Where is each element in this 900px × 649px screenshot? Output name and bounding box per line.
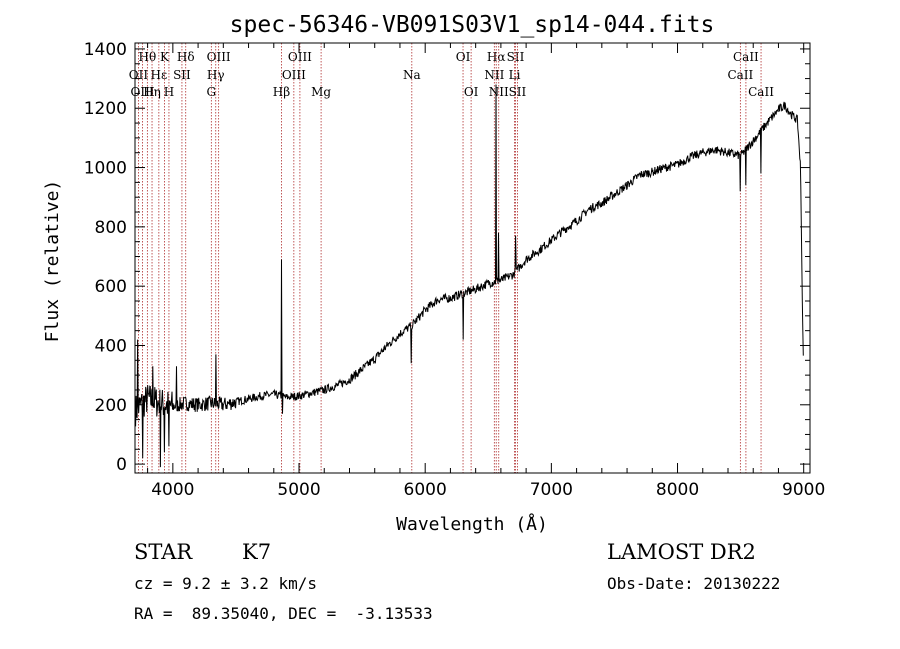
line-marker-label: SII	[173, 68, 191, 82]
y-tick-label: 1000	[84, 159, 127, 179]
line-marker-label: NII	[484, 68, 504, 82]
y-tick-label: 200	[95, 396, 127, 416]
obs-date: Obs-Date: 20130222	[607, 574, 781, 593]
line-marker-label: SII	[507, 50, 525, 64]
y-tick-label: 0	[116, 455, 127, 475]
x-tick-label: 9000	[782, 480, 825, 500]
line-marker-label: Hε	[151, 68, 168, 82]
x-tick-label: 8000	[656, 480, 699, 500]
line-marker-label: Hθ	[139, 50, 157, 64]
object-subclass: K7	[242, 540, 272, 564]
line-marker-label: CaII	[733, 50, 759, 64]
line-marker-label: Hδ	[177, 50, 195, 64]
y-tick-label: 600	[95, 277, 127, 297]
line-marker-label: H	[164, 85, 174, 99]
line-marker-label: Hα	[487, 50, 506, 64]
y-tick-label: 800	[95, 218, 127, 238]
line-marker-label: CaII	[727, 68, 753, 82]
plot-frame	[134, 42, 811, 474]
x-tick-label: 5000	[277, 480, 320, 500]
line-marker-label: CaII	[748, 85, 774, 99]
x-axis-label: Wavelength (Å)	[396, 513, 548, 535]
line-marker-label: G	[207, 85, 217, 99]
line-markers: Hθ OII OIII K Hε Hη SII H Hδ OIII Hγ G OIII OIII Hβ Mg N…	[129, 43, 774, 473]
line-marker-label: OIII	[282, 68, 306, 82]
x-tick-label: 6000	[404, 480, 447, 500]
line-marker-label: NII	[489, 85, 509, 99]
spectrum-line	[135, 84, 804, 468]
chart-title: spec-56346-VB091S03V1_sp14-044.fits	[230, 12, 715, 38]
line-marker-label: Hη	[143, 85, 161, 99]
line-marker-label: OII	[129, 68, 149, 82]
y-axis-label: Flux (relative)	[42, 180, 63, 343]
object-class: STAR	[134, 540, 193, 564]
line-marker-label: SII	[509, 85, 527, 99]
line-marker-label: Mg	[311, 85, 331, 99]
survey-name: LAMOST DR2	[607, 540, 756, 564]
line-marker-label: Li	[509, 68, 521, 82]
line-marker-label: Na	[403, 68, 421, 82]
line-marker-label: OI	[464, 85, 479, 99]
x-tick-label: 7000	[530, 480, 573, 500]
y-tick-label: 1400	[84, 40, 127, 60]
x-tick-label: 4000	[151, 480, 194, 500]
y-tick-label: 1200	[84, 99, 127, 119]
line-marker-label: Hγ	[207, 68, 225, 82]
line-marker-label: K	[160, 50, 170, 64]
y-tick-label: 400	[95, 336, 127, 356]
line-marker-label: OI	[456, 50, 471, 64]
line-marker-label: OIII	[131, 85, 155, 99]
ra-dec: RA = 89.35040, DEC = -3.13533	[134, 604, 433, 623]
axis-ticks: 4000 5000 6000 7000 8000 9000 0 200 400 600 800 100…	[84, 40, 826, 500]
redshift-value: cz = 9.2 ± 3.2 km/s	[134, 574, 318, 593]
line-marker-label: OIII	[207, 50, 231, 64]
line-marker-label: OIII	[288, 50, 312, 64]
line-marker-label: Hβ	[273, 85, 290, 99]
